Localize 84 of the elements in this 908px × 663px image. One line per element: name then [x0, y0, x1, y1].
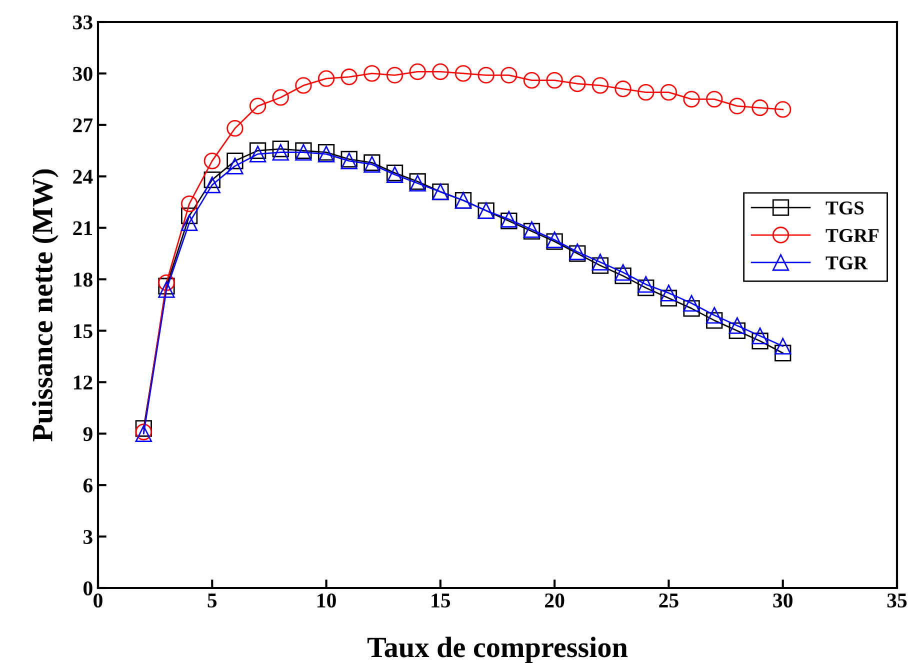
- point: [180, 207, 198, 224]
- point: [204, 171, 220, 188]
- point: [272, 140, 289, 158]
- y-tick-label: 0: [84, 581, 92, 596]
- y-tick-label: 12: [74, 376, 92, 390]
- y-tick-label: 27: [73, 118, 93, 132]
- point: [683, 300, 700, 317]
- point: [180, 214, 198, 232]
- point: [432, 63, 449, 80]
- point: [728, 322, 746, 340]
- point: [774, 344, 792, 362]
- point: [318, 70, 335, 87]
- point: [683, 90, 700, 108]
- point: [158, 278, 175, 294]
- point: [660, 284, 678, 302]
- point: [226, 158, 244, 174]
- legend-label: TGR: [826, 256, 868, 270]
- point: [614, 80, 632, 98]
- point: [454, 65, 472, 82]
- point: [706, 90, 723, 108]
- point: [752, 332, 768, 350]
- point: [272, 89, 289, 106]
- point: [158, 274, 175, 292]
- y-tick-label: 15: [74, 324, 92, 338]
- point: [295, 77, 312, 94]
- point: [500, 66, 518, 84]
- x-tick-label: 20: [545, 593, 564, 608]
- x-tick-label: 0: [94, 593, 102, 608]
- x-tick-label: 25: [659, 594, 678, 608]
- y-tick-label: 18: [74, 272, 92, 287]
- point: [204, 152, 220, 170]
- point: [249, 98, 266, 114]
- x-tick-label: 15: [432, 594, 450, 608]
- x-tick-label: 5: [208, 594, 217, 608]
- point: [706, 312, 723, 329]
- x-tick-label: 35: [887, 594, 907, 608]
- x-axis-title: Taux de compression: [367, 636, 628, 663]
- point: [752, 328, 768, 344]
- point: [226, 120, 244, 137]
- point: [364, 65, 380, 82]
- point: [546, 72, 563, 89]
- point: [386, 66, 404, 84]
- y-tick-label: 33: [73, 15, 92, 30]
- point: [592, 257, 609, 274]
- y-tick-label: 9: [83, 427, 92, 442]
- point: [135, 420, 152, 437]
- point: [204, 176, 220, 194]
- point: [409, 63, 426, 80]
- point: [478, 66, 494, 84]
- point: [569, 75, 586, 92]
- y-tick-label: 21: [73, 221, 92, 236]
- point: [728, 98, 746, 114]
- point: [523, 72, 540, 89]
- point: [774, 338, 792, 354]
- point: [592, 254, 609, 270]
- point: [249, 146, 266, 162]
- y-tick-label: 3: [84, 530, 92, 544]
- y-axis-title: Puissance nette (MW): [32, 169, 58, 442]
- point: [226, 152, 244, 170]
- point: [774, 101, 792, 118]
- point: [752, 99, 768, 116]
- y-tick-label: 30: [73, 66, 92, 81]
- point: [638, 276, 654, 293]
- point: [683, 294, 700, 312]
- point: [592, 77, 609, 94]
- point: [660, 84, 678, 101]
- point: [706, 306, 723, 324]
- x-tick-label: 10: [318, 593, 336, 608]
- point: [614, 264, 632, 281]
- legend-label: TGRF: [826, 228, 879, 242]
- point: [660, 290, 678, 306]
- point: [614, 268, 632, 284]
- y-tick-label: 24: [73, 170, 93, 184]
- x-tick-label: 30: [773, 593, 792, 608]
- point: [638, 280, 654, 296]
- y-tick-label: 6: [83, 478, 93, 493]
- point: [272, 144, 289, 161]
- point: [728, 317, 746, 334]
- point: [158, 281, 175, 298]
- point: [249, 142, 266, 159]
- point: [340, 68, 358, 86]
- legend-label: TGS: [826, 201, 864, 215]
- point: [638, 84, 654, 101]
- point: [180, 195, 198, 212]
